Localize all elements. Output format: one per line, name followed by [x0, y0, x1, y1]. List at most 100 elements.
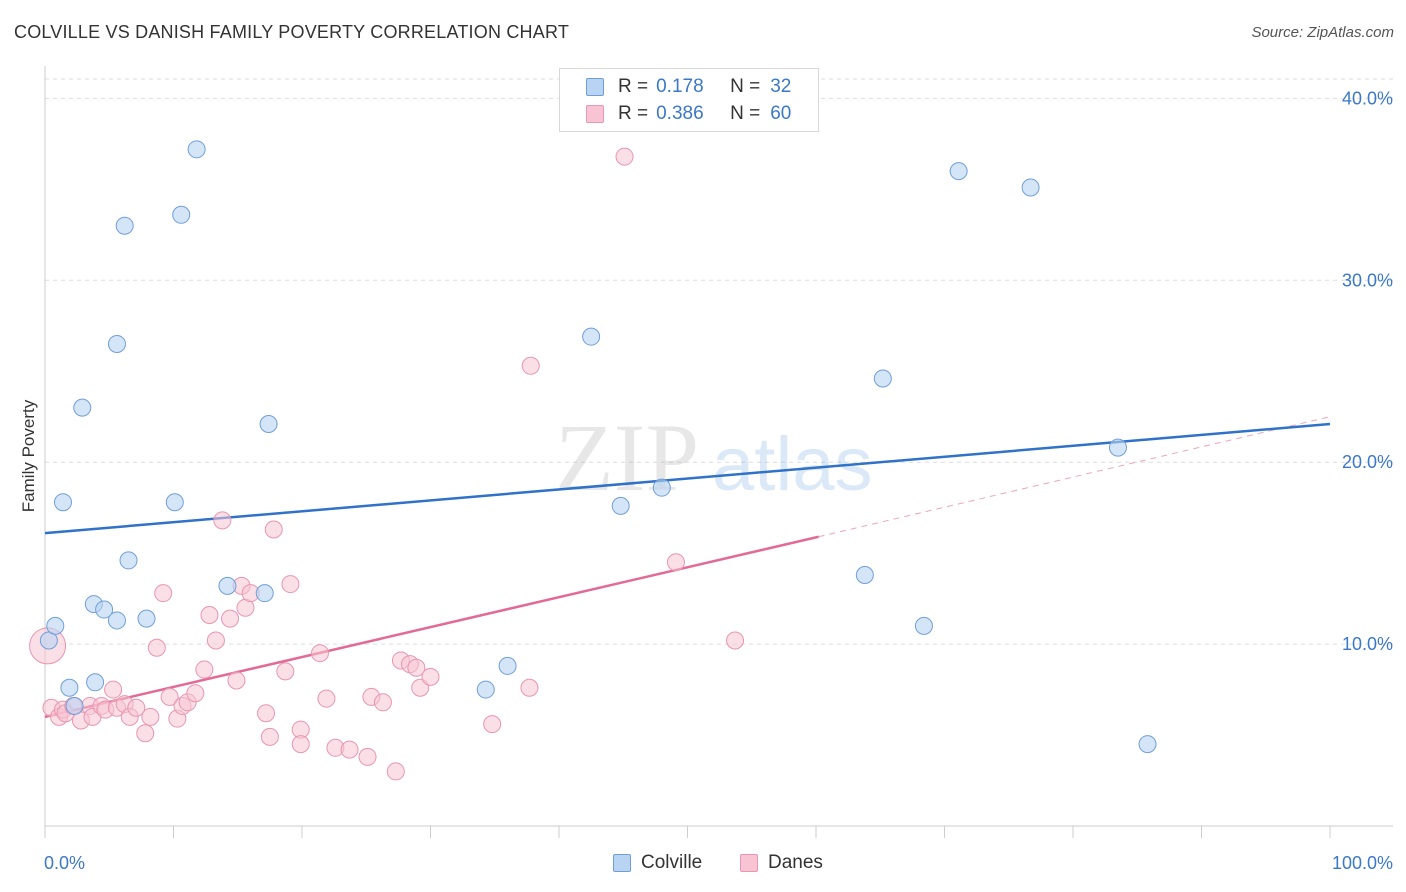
- danes-points: [29, 147, 745, 781]
- danes-point: [483, 715, 502, 734]
- danes-point: [227, 671, 246, 690]
- colville-point: [119, 551, 138, 570]
- danes-point: [200, 605, 219, 624]
- danes-point: [373, 693, 392, 712]
- colville-point: [95, 600, 114, 619]
- legend-n-value: 60: [770, 103, 792, 124]
- danes-point: [340, 740, 359, 759]
- colville-point: [46, 616, 65, 635]
- colville-point: [65, 696, 84, 715]
- colville-point: [107, 334, 126, 353]
- correlation-legend: R = 0.178 N = 32 R = 0.386 N = 60: [559, 68, 819, 132]
- danes-swatch: [740, 854, 758, 872]
- colville-point: [476, 680, 495, 699]
- legend-row-colville: R = 0.178 N = 32: [586, 76, 791, 98]
- legend-row-danes: R = 0.386 N = 60: [586, 103, 791, 125]
- danes-point: [213, 511, 232, 530]
- danes-point: [147, 638, 166, 657]
- legend-n-label: N =: [730, 76, 761, 97]
- watermark: ZIP atlas: [555, 404, 873, 511]
- colville-point: [949, 162, 968, 181]
- danes-point: [276, 662, 295, 681]
- danes-point: [260, 727, 279, 746]
- danes-point: [317, 689, 336, 708]
- colville-point: [53, 493, 72, 512]
- colville-point: [1021, 178, 1040, 197]
- colville-point: [259, 414, 278, 433]
- danes-trend-extension: [818, 416, 1331, 538]
- colville-point: [652, 478, 671, 497]
- legend-r-value: 0.178: [656, 76, 704, 97]
- danes-point: [666, 553, 685, 572]
- colville-point: [172, 205, 191, 224]
- danes-point: [281, 575, 300, 594]
- colville-point: [255, 584, 274, 603]
- danes-point: [136, 724, 155, 743]
- legend-r-label: R =: [618, 103, 649, 124]
- colville-point: [115, 216, 134, 235]
- colville-swatch: [613, 854, 631, 872]
- danes-point: [141, 707, 160, 726]
- danes-point: [257, 704, 276, 723]
- colville-point: [855, 565, 874, 584]
- danes-point: [291, 735, 310, 754]
- y-tick-label: 10.0%: [1342, 634, 1393, 654]
- danes-point: [195, 660, 214, 679]
- danes-point: [186, 684, 205, 703]
- danes-point: [521, 356, 540, 375]
- legend-n-label: N =: [730, 103, 761, 124]
- danes-point: [407, 658, 426, 677]
- danes-point: [264, 520, 283, 539]
- colville-point: [86, 673, 105, 692]
- colville-point: [187, 140, 206, 159]
- colville-swatch: [586, 78, 604, 96]
- colville-point: [165, 493, 184, 512]
- danes-point: [358, 747, 377, 766]
- y-tick-label: 20.0%: [1342, 452, 1393, 472]
- danes-swatch: [586, 105, 604, 123]
- y-tick-label: 30.0%: [1342, 270, 1393, 290]
- legend-r-label: R =: [618, 76, 649, 97]
- colville-point: [73, 398, 92, 417]
- colville-point: [1108, 438, 1127, 457]
- colville-point: [582, 327, 601, 346]
- colville-point: [611, 496, 630, 515]
- colville-point: [60, 678, 79, 697]
- danes-trend-line: [44, 535, 819, 719]
- legend-item-colville: Colville: [613, 852, 702, 874]
- legend-label-colville: Colville: [641, 852, 703, 873]
- danes-point: [160, 687, 179, 706]
- colville-point: [498, 656, 517, 675]
- colville-point: [914, 616, 933, 635]
- x-tick-label: 100.0%: [1332, 853, 1393, 873]
- colville-point: [1138, 735, 1157, 754]
- danes-point: [421, 667, 440, 686]
- legend-item-danes: Danes: [740, 852, 823, 874]
- danes-point: [520, 678, 539, 697]
- danes-point: [615, 147, 634, 166]
- colville-point: [137, 609, 156, 628]
- colville-point: [873, 369, 892, 388]
- y-tick-label: 40.0%: [1342, 88, 1393, 108]
- tick-labels: 10.0% 20.0% 30.0% 40.0% 0.0% 100.0%: [44, 88, 1393, 873]
- legend-r-value: 0.386: [656, 103, 704, 124]
- colville-point: [107, 611, 126, 630]
- chart-title: COLVILLE VS DANISH FAMILY POVERTY CORREL…: [14, 22, 570, 42]
- x-tick-label: 0.0%: [44, 853, 85, 873]
- legend-n-value: 32: [770, 76, 792, 97]
- danes-point: [154, 584, 173, 603]
- danes-point: [127, 698, 146, 717]
- chart-source: Source: ZipAtlas.com: [1251, 24, 1394, 41]
- colville-points: [39, 140, 1157, 754]
- axes: [44, 66, 1393, 838]
- danes-point: [310, 644, 329, 663]
- watermark-zip: ZIP: [555, 404, 699, 511]
- danes-point: [726, 631, 745, 650]
- danes-point: [206, 631, 225, 650]
- danes-point: [221, 609, 240, 628]
- y-axis-label: Family Poverty: [19, 399, 38, 512]
- colville-point: [218, 576, 237, 595]
- legend-label-danes: Danes: [768, 852, 823, 873]
- danes-point: [386, 762, 405, 781]
